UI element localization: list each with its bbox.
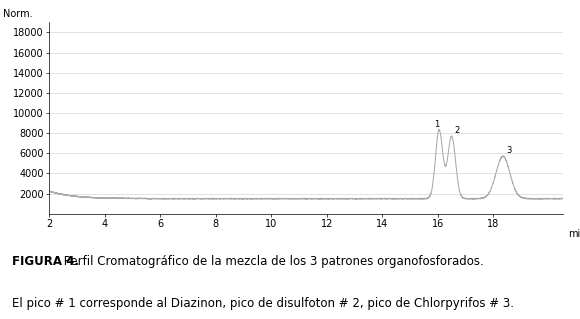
- Text: Norm.: Norm.: [3, 9, 32, 19]
- Text: FIGURA 4.: FIGURA 4.: [12, 255, 79, 268]
- Text: 2: 2: [454, 126, 459, 135]
- Text: 3: 3: [506, 146, 512, 155]
- Text: El pico # 1 corresponde al Diazinon, pico de disulfoton # 2, pico de Chlorpyrifo: El pico # 1 corresponde al Diazinon, pic…: [12, 297, 514, 310]
- Text: 1: 1: [434, 120, 440, 129]
- Text: min: min: [568, 229, 580, 239]
- Text: Perfil Cromatográfico de la mezcla de los 3 patrones organofosforados.: Perfil Cromatográfico de la mezcla de lo…: [60, 255, 484, 268]
